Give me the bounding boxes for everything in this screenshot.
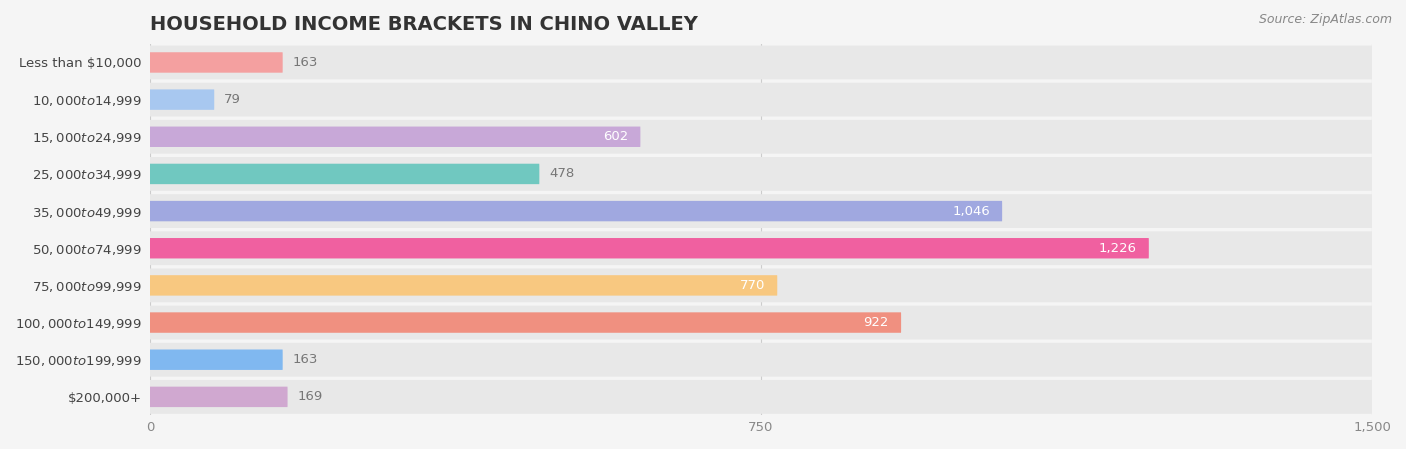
Text: 169: 169 (297, 390, 322, 403)
FancyBboxPatch shape (150, 380, 1372, 414)
FancyBboxPatch shape (150, 269, 1372, 302)
FancyBboxPatch shape (150, 194, 1372, 228)
FancyBboxPatch shape (150, 45, 1372, 79)
Text: 1,226: 1,226 (1098, 242, 1136, 255)
FancyBboxPatch shape (150, 157, 1372, 191)
FancyBboxPatch shape (150, 349, 283, 370)
FancyBboxPatch shape (150, 83, 1372, 117)
FancyBboxPatch shape (150, 89, 214, 110)
FancyBboxPatch shape (150, 387, 288, 407)
FancyBboxPatch shape (150, 52, 283, 73)
FancyBboxPatch shape (150, 313, 901, 333)
FancyBboxPatch shape (150, 120, 1372, 154)
Text: 79: 79 (224, 93, 240, 106)
Text: 922: 922 (863, 316, 889, 329)
Text: 770: 770 (740, 279, 765, 292)
FancyBboxPatch shape (150, 238, 1149, 259)
Text: 1,046: 1,046 (952, 205, 990, 218)
FancyBboxPatch shape (150, 343, 1372, 377)
FancyBboxPatch shape (150, 201, 1002, 221)
Text: Source: ZipAtlas.com: Source: ZipAtlas.com (1258, 13, 1392, 26)
FancyBboxPatch shape (150, 306, 1372, 339)
FancyBboxPatch shape (150, 164, 540, 184)
Text: 163: 163 (292, 56, 318, 69)
FancyBboxPatch shape (150, 275, 778, 295)
FancyBboxPatch shape (150, 231, 1372, 265)
Text: HOUSEHOLD INCOME BRACKETS IN CHINO VALLEY: HOUSEHOLD INCOME BRACKETS IN CHINO VALLE… (150, 15, 697, 34)
Text: 602: 602 (603, 130, 628, 143)
Text: 478: 478 (550, 167, 575, 180)
Text: 163: 163 (292, 353, 318, 366)
FancyBboxPatch shape (150, 127, 640, 147)
